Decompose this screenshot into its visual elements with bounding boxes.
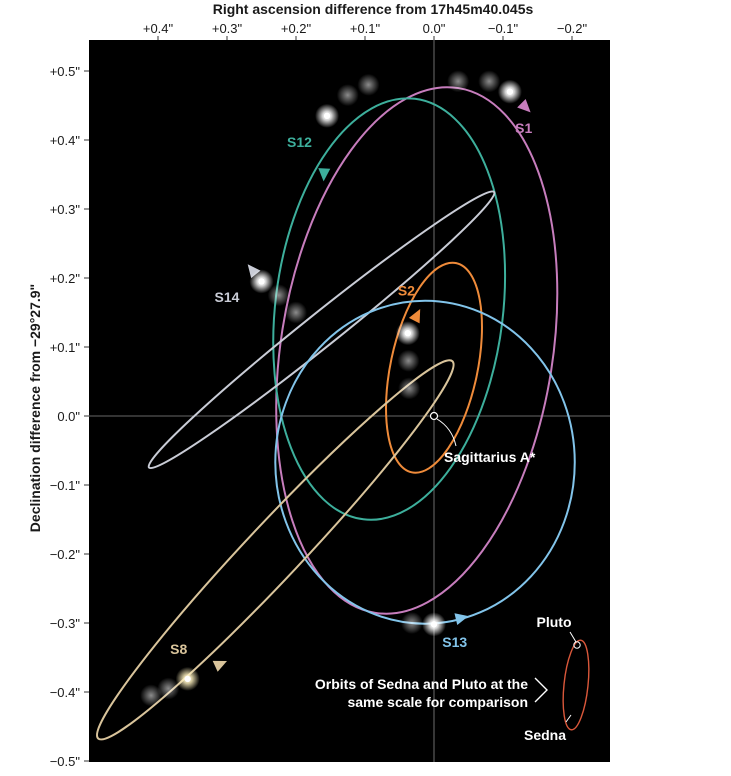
- star-trail-point: [447, 70, 470, 93]
- y-tick-label: −0.4": [50, 685, 81, 700]
- x-tick-label: +0.2": [281, 21, 312, 36]
- sedna-label: Sedna: [524, 727, 566, 743]
- y-tick-label: 0.0": [57, 409, 80, 424]
- star-trail-point: [398, 377, 421, 400]
- y-tick-label: +0.2": [50, 271, 81, 286]
- sedna-pluto-inset: Orbits of Sedna and Pluto at the same sc…: [315, 614, 590, 743]
- y-tick-label: −0.2": [50, 547, 81, 562]
- y-axis-title: Declination difference from −29°27.9": [27, 284, 43, 532]
- series-label-s13: S13: [442, 634, 467, 650]
- star-trail-point: [157, 677, 180, 700]
- star-core: [323, 112, 331, 120]
- sedna-leader-line: [565, 714, 572, 723]
- star-core: [430, 621, 438, 628]
- star-trail-point: [285, 301, 307, 324]
- y-tick-labels: +0.5" +0.4" +0.3" +0.2" +0.1" 0.0" −0.1" −0.2" −…: [50, 64, 89, 769]
- series-label-s2: S2: [398, 282, 415, 298]
- orbit-arrow-s1-icon: [517, 98, 531, 113]
- series-label-s8: S8: [170, 641, 187, 657]
- star-trail-point: [400, 612, 423, 634]
- x-tick-label: −0.2": [557, 21, 588, 36]
- star-trail-point: [357, 73, 380, 96]
- inset-caption-line2: same scale for comparison: [347, 694, 528, 710]
- star-core: [258, 278, 265, 285]
- orbit-arrow-s13-icon: [454, 613, 469, 625]
- x-tick-label: +0.1": [350, 21, 381, 36]
- y-tick-label: +0.4": [50, 133, 81, 148]
- pluto-label: Pluto: [537, 614, 572, 630]
- star-core: [184, 675, 191, 683]
- orbit-arrow-s8-icon: [212, 660, 227, 672]
- y-tick-label: −0.3": [50, 616, 81, 631]
- y-tick-label: −0.1": [50, 478, 81, 493]
- sagittarius-a-label: Sagittarius A*: [444, 449, 536, 465]
- pluto-leader-line: [569, 631, 577, 643]
- y-tick-label: −0.5": [50, 754, 81, 769]
- series-label-s12: S12: [287, 134, 312, 150]
- x-tick-label: +0.4": [143, 21, 174, 36]
- crosshair-lines: [89, 40, 610, 762]
- sagittarius-a-dot: [429, 411, 439, 421]
- orbit-arrow-s12-icon: [318, 168, 331, 182]
- orbit-labels-layer: S1 S12 S14 S2 S13 S8: [170, 120, 532, 657]
- star-core: [506, 88, 514, 95]
- y-tick-label: +0.3": [50, 202, 81, 217]
- series-label-s1: S1: [515, 120, 532, 136]
- inset-caption-line1: Orbits of Sedna and Pluto at the: [315, 676, 528, 692]
- star-trail-point: [336, 84, 359, 107]
- x-tick-label: 0.0": [423, 21, 446, 36]
- star-trail-point: [478, 70, 501, 93]
- orbit-arrow-s2-icon: [408, 309, 421, 324]
- orbit-arrow-s14-icon: [247, 264, 261, 279]
- sagittarius-a-marker: [429, 411, 457, 447]
- star-trail-point: [140, 684, 163, 707]
- star-trail-point: [397, 349, 420, 372]
- orbit-s8: [96, 359, 455, 741]
- x-axis-title: Right ascension difference from 17h45m40…: [213, 1, 534, 17]
- orbit-s2: [385, 261, 483, 474]
- x-tick-label: +0.3": [212, 21, 243, 36]
- series-label-s14: S14: [215, 289, 240, 305]
- star-trail-point: [267, 284, 290, 307]
- y-tick-label: +0.5": [50, 64, 81, 79]
- stars-layer: [140, 70, 522, 707]
- sagittarius-a-leader-line: [436, 418, 457, 447]
- star-core: [404, 330, 411, 337]
- x-tick-label: −0.1": [488, 21, 519, 36]
- orbit-s14: [147, 190, 496, 470]
- y-tick-label: +0.1": [50, 340, 81, 355]
- pluto-orbit: [573, 641, 581, 649]
- x-tick-labels: +0.4" +0.3" +0.2" +0.1" 0.0" −0.1" −0.2": [143, 21, 588, 40]
- sedna-orbit: [562, 639, 590, 731]
- plot-background: [89, 40, 610, 762]
- inset-bracket-icon: [534, 677, 548, 703]
